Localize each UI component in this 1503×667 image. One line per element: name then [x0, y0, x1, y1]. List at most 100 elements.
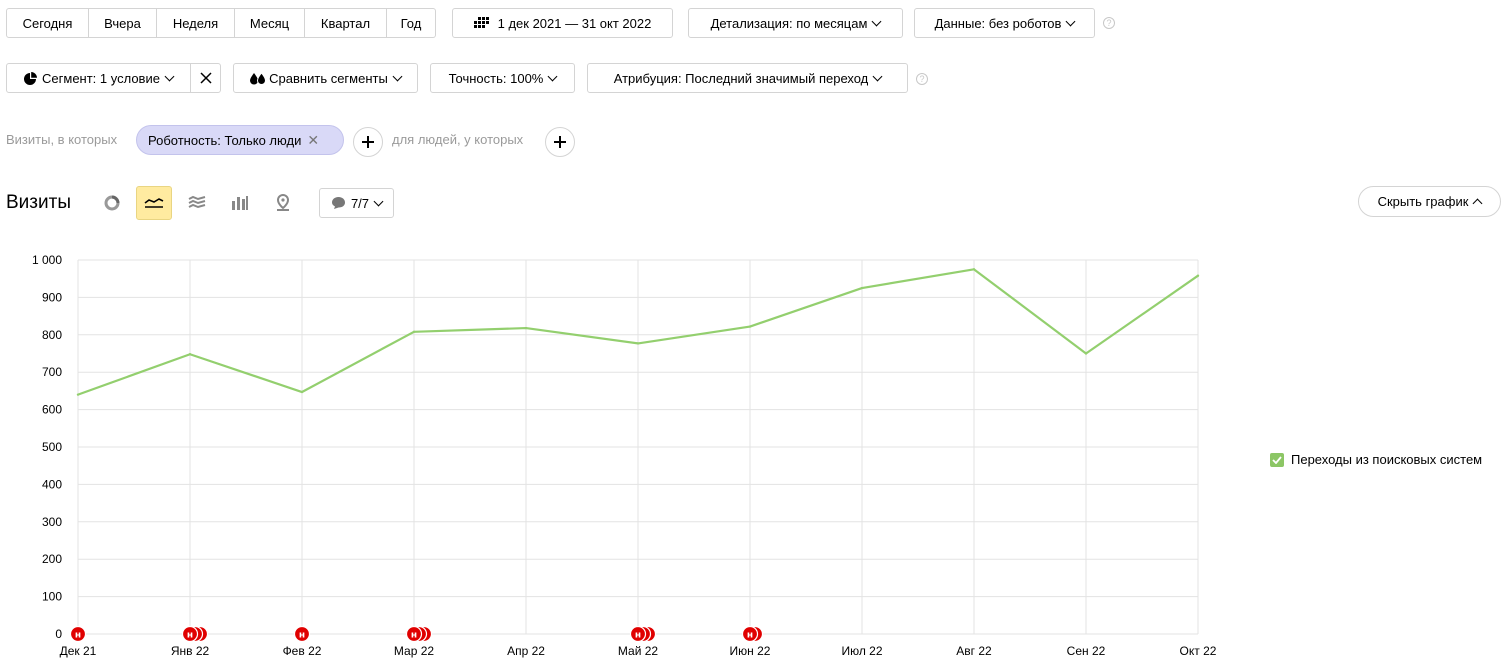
attribution-dropdown[interactable]: Атрибуция: Последний значимый переход: [587, 63, 908, 93]
help-icon[interactable]: ?: [916, 73, 928, 85]
map-type-button[interactable]: [265, 186, 301, 220]
note-marker[interactable]: н: [741, 625, 764, 643]
y-axis: 0 100 200 300 400 500 600 700 800 900 1 000: [32, 253, 62, 641]
period-year-button[interactable]: Год: [387, 8, 436, 38]
y-tick-label: 200: [42, 552, 62, 566]
period-yesterday-button[interactable]: Вчера: [89, 8, 157, 38]
detail-dropdown[interactable]: Детализация: по месяцам: [688, 8, 903, 38]
filter-prefix: Визиты, в которых: [6, 132, 118, 147]
notes-count: 7/7: [350, 195, 370, 211]
period-month-button[interactable]: Месяц: [235, 8, 305, 38]
chart-title: Визиты: [6, 192, 71, 213]
drops-icon: [250, 71, 267, 85]
compare-label: Сравнить сегменты: [269, 70, 388, 86]
accuracy-dropdown[interactable]: Точность: 100%: [430, 63, 575, 93]
detail-label: Детализация: по месяцам: [710, 15, 868, 31]
y-tick-label: 0: [55, 627, 62, 641]
close-icon[interactable]: ✕: [307, 131, 320, 148]
data-point: [972, 268, 976, 271]
note-marker-circle: [181, 625, 199, 643]
clear-segment-button[interactable]: [190, 63, 221, 93]
segment-dropdown[interactable]: Сегмент: 1 условие: [6, 63, 191, 93]
period-selector: Сегодня Вчера Неделя Месяц Квартал Год: [6, 8, 436, 38]
note-marker-circle: [741, 625, 759, 643]
y-tick-label: 500: [42, 440, 62, 454]
data-point: [524, 326, 528, 330]
note-marker[interactable]: н: [405, 625, 433, 643]
data-filter-dropdown[interactable]: Данные: без роботов: [914, 8, 1095, 38]
data-point: [860, 286, 864, 290]
note-marker-label: н: [299, 631, 305, 641]
y-tick-label: 900: [42, 290, 62, 304]
period-today-button[interactable]: Сегодня: [6, 8, 89, 38]
note-marker[interactable]: н: [181, 625, 209, 643]
y-tick-label: 700: [42, 365, 62, 379]
x-tick-label: Июн 22: [730, 644, 771, 658]
chevron-down-icon: [164, 71, 175, 81]
note-marker[interactable]: н: [629, 625, 657, 643]
x-tick-label: Июл 22: [841, 644, 882, 658]
data-point: [188, 353, 192, 356]
bar-chart-type-button[interactable]: [222, 186, 258, 220]
x-tick-label: Апр 22: [507, 644, 545, 658]
chevron-down-icon: [547, 71, 558, 81]
note-marker-circle: [293, 625, 311, 643]
x-tick-label: Фев 22: [283, 644, 322, 658]
x-tick-label: Сен 22: [1067, 644, 1106, 658]
data-point: [412, 330, 416, 334]
line-chart-type-button[interactable]: [136, 186, 172, 220]
compare-segments-dropdown[interactable]: Сравнить сегменты: [233, 63, 418, 93]
note-marker-circle: [629, 625, 647, 643]
series-group: [76, 268, 1200, 396]
y-tick-label: 600: [42, 403, 62, 417]
filter-suffix: для людей, у которых: [392, 132, 524, 147]
data-point: [636, 342, 640, 345]
chevron-down-icon: [872, 71, 883, 81]
y-tick-label: 300: [42, 515, 62, 529]
pie-chart-type-button[interactable]: [94, 186, 130, 220]
add-user-condition-button[interactable]: [545, 127, 575, 157]
data-point: [748, 325, 752, 328]
bar-chart-icon: [232, 196, 248, 210]
chart-legend: Переходы из поисковых систем: [1270, 452, 1482, 467]
period-quarter-button[interactable]: Квартал: [305, 8, 387, 38]
x-tick-label: Окт 22: [1180, 644, 1217, 658]
help-icon[interactable]: ?: [1103, 17, 1115, 29]
robotness-filter-chip[interactable]: Роботность: Только люди ✕: [136, 125, 344, 155]
plus-icon: [362, 136, 374, 148]
chevron-down-icon: [1065, 16, 1076, 26]
notes-dropdown[interactable]: 7/7: [319, 188, 394, 218]
data-filter-label: Данные: без роботов: [934, 15, 1062, 31]
y-tick-label: 400: [42, 477, 62, 491]
x-tick-label: Май 22: [618, 644, 659, 658]
pie-chart-icon: [24, 71, 38, 85]
legend-checkbox[interactable]: [1270, 452, 1284, 467]
date-range-button[interactable]: 1 дек 2021 — 31 окт 2022: [452, 8, 673, 38]
y-tick-label: 1 000: [32, 253, 62, 267]
hide-chart-label: Скрыть график: [1377, 194, 1469, 209]
y-tick-label: 100: [42, 590, 62, 604]
date-range-label: 1 дек 2021 — 31 окт 2022: [497, 15, 652, 31]
note-marker-label: н: [411, 631, 417, 641]
hide-chart-button[interactable]: Скрыть график: [1358, 186, 1501, 217]
legend-label: Переходы из поисковых систем: [1291, 452, 1483, 467]
note-marker-circle: [69, 625, 87, 643]
data-point: [1084, 352, 1088, 355]
segment-label: Сегмент: 1 условие: [42, 70, 160, 86]
note-marker-label: н: [747, 631, 753, 641]
note-marker-label: н: [187, 631, 193, 641]
add-visit-condition-button[interactable]: [353, 127, 383, 157]
pie-chart-icon: [104, 195, 120, 211]
chevron-down-icon: [373, 196, 384, 206]
note-marker[interactable]: н: [69, 625, 87, 643]
chevron-down-icon: [871, 16, 882, 26]
area-chart-type-button[interactable]: [179, 186, 215, 220]
checkmark-icon: [1272, 455, 1282, 464]
note-marker[interactable]: н: [293, 625, 311, 643]
period-week-button[interactable]: Неделя: [157, 8, 235, 38]
data-point: [300, 390, 304, 394]
attribution-label: Атрибуция: Последний значимый переход: [613, 70, 869, 86]
chart-grid: [77, 259, 1199, 635]
plus-icon: [554, 136, 566, 148]
